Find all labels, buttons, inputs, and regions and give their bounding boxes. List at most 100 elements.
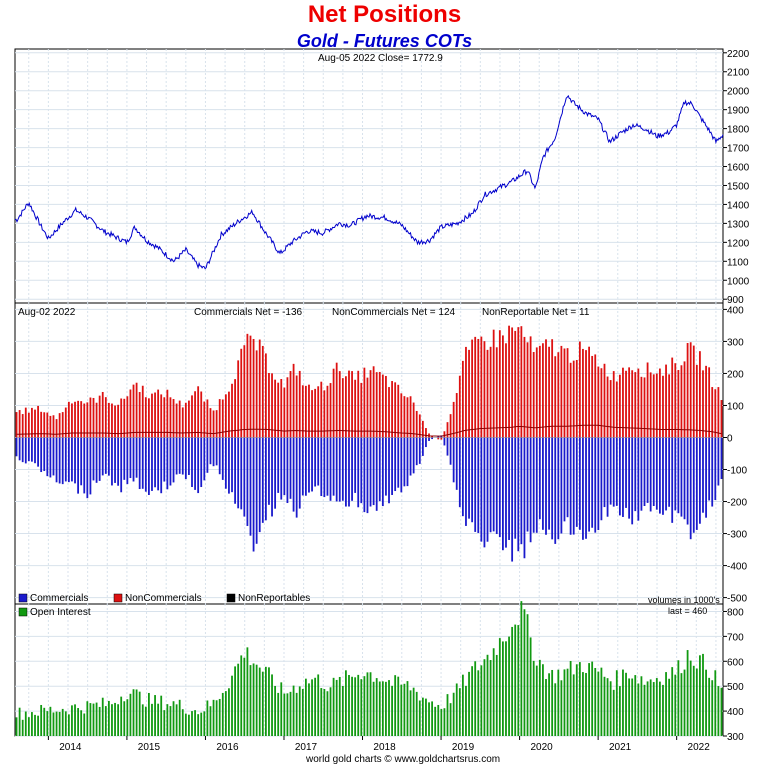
commercials-bar [683, 437, 686, 520]
commercials-bar [446, 437, 449, 456]
commercials-bar [151, 437, 153, 491]
open-interest-bar [268, 667, 270, 736]
open-interest-bar [495, 654, 498, 736]
commercials-bar [154, 437, 156, 488]
price-ytick-label: 1500 [727, 181, 750, 192]
open-interest-bar [612, 689, 615, 736]
open-interest-bar [705, 669, 707, 736]
open-interest-bar [172, 701, 175, 736]
open-interest-bar [625, 672, 627, 736]
commercials-bar [662, 437, 664, 515]
commercials-bar [264, 437, 267, 521]
noncommercials-bar [271, 373, 273, 438]
open-interest-bar [582, 672, 584, 736]
noncommercials-bar [92, 397, 95, 438]
commercials-bar [511, 437, 514, 562]
commercials-bar [378, 437, 381, 502]
commercials-bar [695, 437, 698, 530]
noncommercials-bar [243, 345, 246, 438]
commercials-bar [652, 437, 655, 507]
open-interest-bar [317, 674, 320, 736]
open-interest-bar [206, 700, 209, 736]
commercials-bar [702, 437, 704, 513]
noncommercials-bar [268, 373, 270, 438]
noncommercials-bar [157, 389, 160, 438]
commercials-bar [566, 437, 569, 518]
noncommercials-bar [104, 397, 107, 438]
noncommercials-bar [55, 419, 58, 438]
noncommercials-bar [27, 412, 30, 438]
noncommercials-bar [212, 410, 215, 438]
noncommercials-bar [194, 391, 196, 438]
open-interest-bar [43, 707, 46, 736]
open-interest-bar [237, 663, 240, 736]
noncommercials-bar [317, 386, 320, 438]
open-interest-bar [388, 680, 390, 736]
noncommercials-bar [298, 370, 301, 438]
noncommercials-bar [554, 356, 557, 438]
open-interest-bar [326, 691, 329, 736]
noncommercials-bar [677, 370, 680, 438]
commercials-bar [341, 437, 344, 501]
noncommercials-bar [683, 361, 686, 438]
open-interest-bar [437, 704, 440, 736]
open-interest-bar [680, 673, 683, 736]
commercials-bar [357, 437, 360, 508]
noncommercials-bar [301, 385, 304, 438]
open-interest-bar [452, 692, 455, 736]
open-interest-bar [492, 648, 495, 736]
commercials-bar [545, 437, 547, 535]
price-ytick-label: 1800 [727, 125, 750, 136]
price-ytick-label: 2000 [727, 87, 750, 98]
commercials-bar [637, 437, 640, 521]
open-interest-bar [578, 662, 581, 736]
noncommercials-bar [452, 401, 455, 438]
noncommercials-bar [708, 367, 711, 438]
open-interest-bar [151, 703, 153, 736]
noncommercials-bar [286, 377, 289, 438]
noncommercials-bar [415, 410, 418, 438]
commercials-bar [680, 437, 683, 517]
noncommercials-bar [582, 348, 584, 438]
open-interest-bar [166, 704, 169, 736]
legend-label-noncommercials: NonCommercials [125, 593, 202, 604]
open-interest-bar [665, 672, 667, 736]
commercials-bar [271, 437, 273, 517]
noncommercials-bar [320, 381, 323, 438]
noncommercials-bar [720, 400, 723, 438]
noncommercials-bar [221, 399, 224, 438]
open-interest-bar [341, 686, 344, 736]
open-interest-bar [378, 681, 381, 736]
open-interest-bar [529, 637, 532, 736]
commercials-bar [520, 437, 523, 545]
noncommercials-bar [15, 412, 18, 438]
volumes-note: volumes in 1000's [648, 595, 720, 605]
commercials-bar [612, 437, 615, 507]
noncommercials-bar [203, 401, 206, 438]
open-interest-bar [231, 675, 233, 736]
commercials-bar [323, 437, 326, 498]
open-interest-bar [508, 636, 510, 736]
commercials-bar [157, 437, 160, 491]
open-interest-bar [111, 704, 113, 736]
open-interest-bar [461, 674, 464, 736]
open-interest-bar [637, 683, 640, 736]
open-interest-bar [123, 701, 126, 736]
open-interest-bar [191, 711, 193, 736]
noncommercials-bar [114, 405, 116, 438]
open-interest-bar [714, 670, 717, 736]
noncommercials-bar [538, 345, 541, 438]
commercials-bar [283, 437, 286, 496]
open-interest-bar [332, 677, 335, 736]
commercials-bar [397, 437, 400, 488]
open-interest-bar [572, 674, 575, 736]
noncommercials-bar [40, 411, 43, 438]
noncommercials-bar [514, 330, 517, 438]
noncommercials-bar [640, 376, 643, 438]
noncommercials-bar [234, 379, 236, 438]
noncommercials-bar [111, 403, 113, 438]
open-interest-bar [194, 710, 196, 736]
commercials-bar [649, 437, 652, 512]
commercials-bar [31, 437, 33, 462]
open-interest-bar [357, 674, 360, 736]
